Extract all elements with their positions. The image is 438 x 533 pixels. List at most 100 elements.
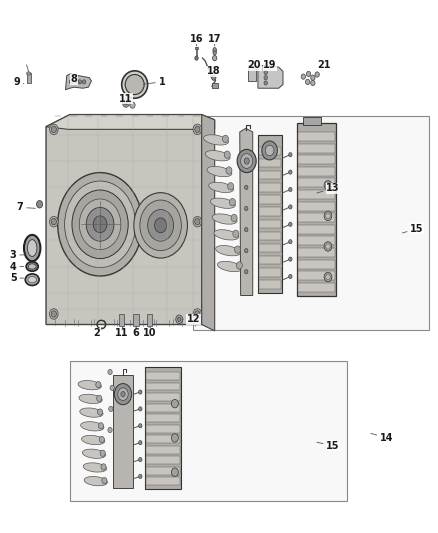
Bar (113, 375, 133, 488)
Circle shape (69, 80, 73, 84)
Text: 19: 19 (263, 60, 277, 70)
Text: 3: 3 (10, 250, 25, 260)
Bar (298, 155, 335, 164)
Bar (298, 201, 335, 211)
Circle shape (108, 427, 112, 433)
Bar (146, 403, 180, 411)
Circle shape (212, 75, 216, 80)
Circle shape (114, 384, 132, 405)
Bar (27, 74, 31, 83)
Bar (145, 367, 181, 489)
Circle shape (311, 80, 315, 86)
Circle shape (82, 80, 86, 84)
Text: 7: 7 (17, 203, 35, 213)
Circle shape (244, 248, 248, 253)
Circle shape (138, 407, 142, 411)
Ellipse shape (83, 463, 106, 472)
Bar (146, 372, 180, 380)
Circle shape (289, 240, 292, 244)
Ellipse shape (122, 71, 148, 98)
Circle shape (171, 434, 178, 442)
Polygon shape (46, 115, 215, 130)
Text: 13: 13 (317, 183, 340, 193)
Circle shape (72, 190, 128, 259)
Bar (298, 179, 335, 188)
Text: 9: 9 (13, 77, 24, 87)
Circle shape (118, 388, 128, 400)
Circle shape (86, 207, 114, 241)
Bar (146, 478, 180, 486)
Bar (193, 116, 429, 330)
Circle shape (51, 126, 57, 133)
Bar (259, 183, 281, 191)
Circle shape (74, 80, 77, 84)
Bar (146, 446, 180, 454)
Bar (259, 171, 281, 180)
Circle shape (237, 149, 256, 173)
Circle shape (223, 135, 229, 142)
Ellipse shape (81, 435, 105, 445)
Bar (298, 213, 335, 222)
Circle shape (138, 390, 142, 394)
Bar (119, 314, 124, 326)
Bar (298, 237, 335, 245)
Ellipse shape (26, 262, 38, 271)
Circle shape (58, 173, 142, 276)
Circle shape (306, 71, 311, 77)
Text: 1: 1 (143, 77, 165, 87)
Circle shape (230, 198, 236, 206)
Ellipse shape (212, 214, 237, 224)
Bar (259, 244, 281, 252)
Circle shape (289, 170, 292, 174)
Circle shape (51, 311, 57, 317)
Bar (212, 83, 218, 88)
Circle shape (100, 450, 105, 456)
Bar (259, 195, 281, 204)
Circle shape (78, 80, 81, 84)
Text: 16: 16 (190, 34, 203, 46)
Circle shape (262, 141, 277, 160)
Ellipse shape (214, 230, 239, 240)
Ellipse shape (209, 182, 233, 192)
Circle shape (140, 200, 181, 251)
Bar (259, 159, 281, 167)
Ellipse shape (84, 477, 107, 486)
Bar (298, 260, 335, 269)
Text: 10: 10 (143, 327, 156, 338)
Bar (146, 435, 180, 443)
Bar (259, 232, 281, 240)
Ellipse shape (211, 198, 235, 208)
Circle shape (264, 76, 268, 80)
Circle shape (138, 441, 142, 445)
Circle shape (213, 51, 216, 55)
Bar (259, 268, 281, 277)
Circle shape (130, 102, 135, 108)
Ellipse shape (80, 408, 103, 417)
Bar (298, 283, 335, 292)
Circle shape (326, 213, 330, 219)
Circle shape (311, 75, 315, 80)
Ellipse shape (79, 394, 102, 403)
Circle shape (36, 200, 42, 208)
Bar (146, 393, 180, 401)
Ellipse shape (213, 47, 216, 53)
Ellipse shape (27, 72, 31, 75)
Text: 18: 18 (207, 66, 221, 76)
Text: 2: 2 (94, 327, 102, 338)
Circle shape (193, 216, 202, 227)
Ellipse shape (82, 449, 106, 458)
Circle shape (289, 188, 292, 191)
Polygon shape (46, 115, 202, 325)
Text: 15: 15 (403, 223, 424, 233)
Circle shape (51, 219, 57, 225)
Ellipse shape (28, 277, 36, 283)
Circle shape (289, 257, 292, 261)
Circle shape (226, 167, 232, 174)
Circle shape (99, 423, 103, 429)
Bar (146, 414, 180, 422)
Bar (259, 147, 281, 155)
Bar (146, 467, 180, 475)
Circle shape (301, 74, 305, 79)
Text: 20: 20 (248, 60, 261, 70)
Ellipse shape (25, 274, 39, 286)
